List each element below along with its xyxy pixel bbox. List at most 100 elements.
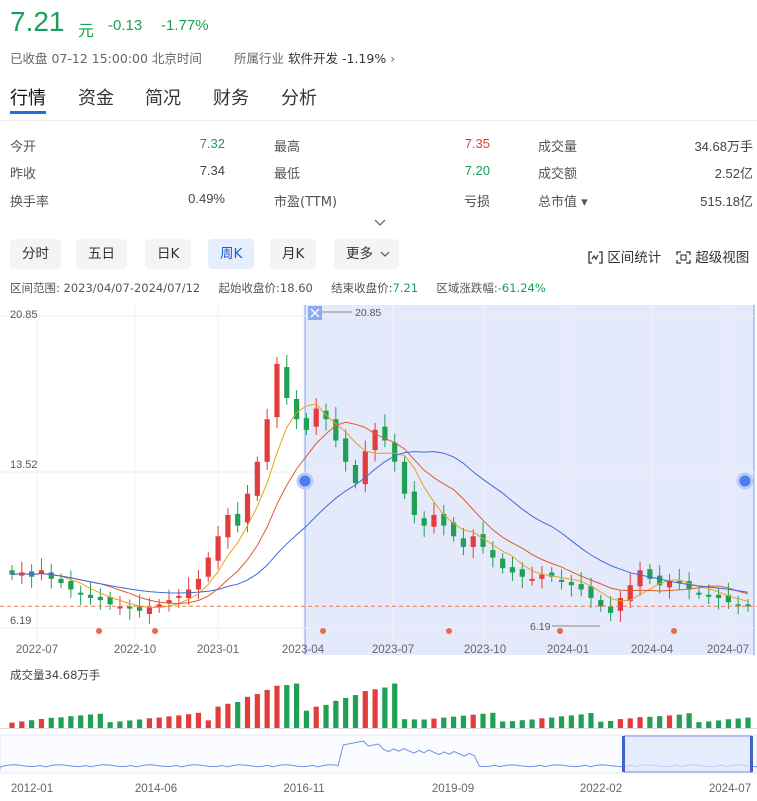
selection-handle: [736, 472, 754, 490]
volume-bar: [195, 712, 202, 728]
overview-handle: [750, 736, 753, 772]
stat-value: 2.52亿: [714, 166, 753, 181]
volume-bar: [107, 722, 113, 728]
volume-bar: [617, 719, 624, 728]
y-tick-label: 6.19: [10, 615, 31, 627]
tab-funds[interactable]: 资金: [78, 88, 114, 109]
volume-bar: [48, 717, 54, 728]
stat-label: 换手率: [10, 195, 50, 210]
period-monthly[interactable]: 月K: [270, 239, 317, 269]
tab-quote[interactable]: 行情: [10, 88, 46, 109]
volume-bar: [303, 710, 309, 728]
overview-window: [623, 735, 753, 773]
event-marker: [320, 628, 326, 634]
candle: [225, 514, 231, 538]
x-tick-label: 2023-07: [372, 644, 414, 656]
range-chg: -61.24%: [497, 281, 546, 295]
event-marker: [446, 628, 452, 634]
overview-tick-label: 2012-01: [11, 783, 53, 795]
range-stats-button[interactable]: 区间统计: [588, 246, 661, 266]
overview-navigator[interactable]: 2012-01 2014-06 2016-11 2019-09 2022-02 2024-…: [0, 733, 757, 801]
fullscreen-icon: [676, 251, 691, 264]
candle: [676, 580, 682, 584]
candle: [725, 594, 731, 603]
volume-bar: [627, 718, 633, 728]
candle: [38, 570, 45, 574]
candle: [117, 606, 123, 609]
volume-bar: [205, 720, 211, 728]
x-tick-label: 2024-01: [547, 644, 589, 656]
period-daily[interactable]: 日K: [145, 239, 192, 269]
volume-bar: [490, 712, 496, 728]
divider: [0, 120, 757, 121]
volume-bar: [127, 720, 133, 728]
volume-bar: [68, 716, 74, 728]
candle: [735, 604, 741, 607]
candle: [647, 569, 653, 579]
stat-label[interactable]: 总市值 ▾: [538, 195, 588, 210]
volume-bar: [657, 716, 663, 728]
candle: [745, 604, 751, 607]
volume-bar: [235, 701, 241, 728]
volume-bar: [460, 715, 467, 728]
volume-bar: [176, 715, 182, 728]
volume-bar: [568, 715, 574, 728]
volume-bar: [441, 717, 447, 728]
stat-value: 7.32: [199, 136, 225, 151]
volume-bar: [343, 697, 349, 728]
volume-bar: [509, 721, 516, 728]
candle: [431, 514, 437, 527]
period-5day[interactable]: 五日: [76, 239, 127, 269]
tab-analysis[interactable]: 分析: [281, 88, 317, 109]
candle: [68, 580, 74, 590]
volume-bar: [735, 718, 741, 728]
volume-bar: [382, 687, 388, 728]
tab-profile[interactable]: 简况: [145, 88, 181, 109]
max-marker-label: 20.85: [355, 307, 381, 319]
volume-bar: [146, 718, 152, 728]
period-weekly[interactable]: 周K: [208, 239, 255, 269]
volume-bar: [97, 713, 103, 728]
period-intraday[interactable]: 分时: [10, 239, 61, 269]
volume-bar: [431, 718, 437, 728]
chevron-down-icon: [380, 251, 390, 257]
candle: [146, 606, 152, 614]
stat-value: 0.49%: [188, 191, 225, 206]
tab-finance[interactable]: 财务: [213, 88, 249, 109]
period-more-label: 更多: [346, 246, 373, 262]
kline-chart[interactable]: 20.85 13.52 6.19 2022-07 2022-10 2023-01 2023-…: [0, 300, 757, 665]
super-view-button[interactable]: 超级视图: [676, 246, 749, 266]
current-price: 7.21: [10, 6, 65, 37]
candle: [500, 558, 506, 569]
x-tick-label: 2023-01: [197, 644, 239, 656]
volume-bar: [451, 716, 457, 728]
volume-bar: [480, 713, 486, 728]
candle: [519, 569, 525, 577]
candle: [48, 572, 54, 579]
volume-bar: [608, 720, 614, 728]
volume-bar: [401, 719, 408, 728]
chevron-down-icon[interactable]: [373, 218, 387, 228]
candle: [460, 538, 467, 547]
y-tick-label: 13.52: [10, 459, 38, 471]
candle: [421, 518, 427, 526]
volume-bar: [549, 717, 555, 728]
volume-bar: [725, 719, 731, 728]
candle: [313, 408, 319, 427]
candle: [578, 584, 584, 590]
candle: [58, 578, 64, 584]
industry-link[interactable]: 所属行业 软件开发 -1.19% ›: [234, 48, 395, 67]
volume-bar: [686, 713, 692, 728]
volume-bar: [470, 714, 476, 728]
volume-bar: [156, 717, 162, 728]
candle: [127, 606, 133, 609]
stat-label: 成交额: [538, 167, 578, 182]
volume-bar: [647, 716, 653, 728]
period-more[interactable]: 更多: [334, 239, 399, 269]
candle: [107, 596, 113, 605]
volume-bar: [117, 721, 123, 728]
selection-handle: [296, 472, 314, 490]
stat-label: 昨收: [10, 167, 37, 182]
selection-region: [305, 305, 754, 655]
candle: [382, 426, 388, 441]
